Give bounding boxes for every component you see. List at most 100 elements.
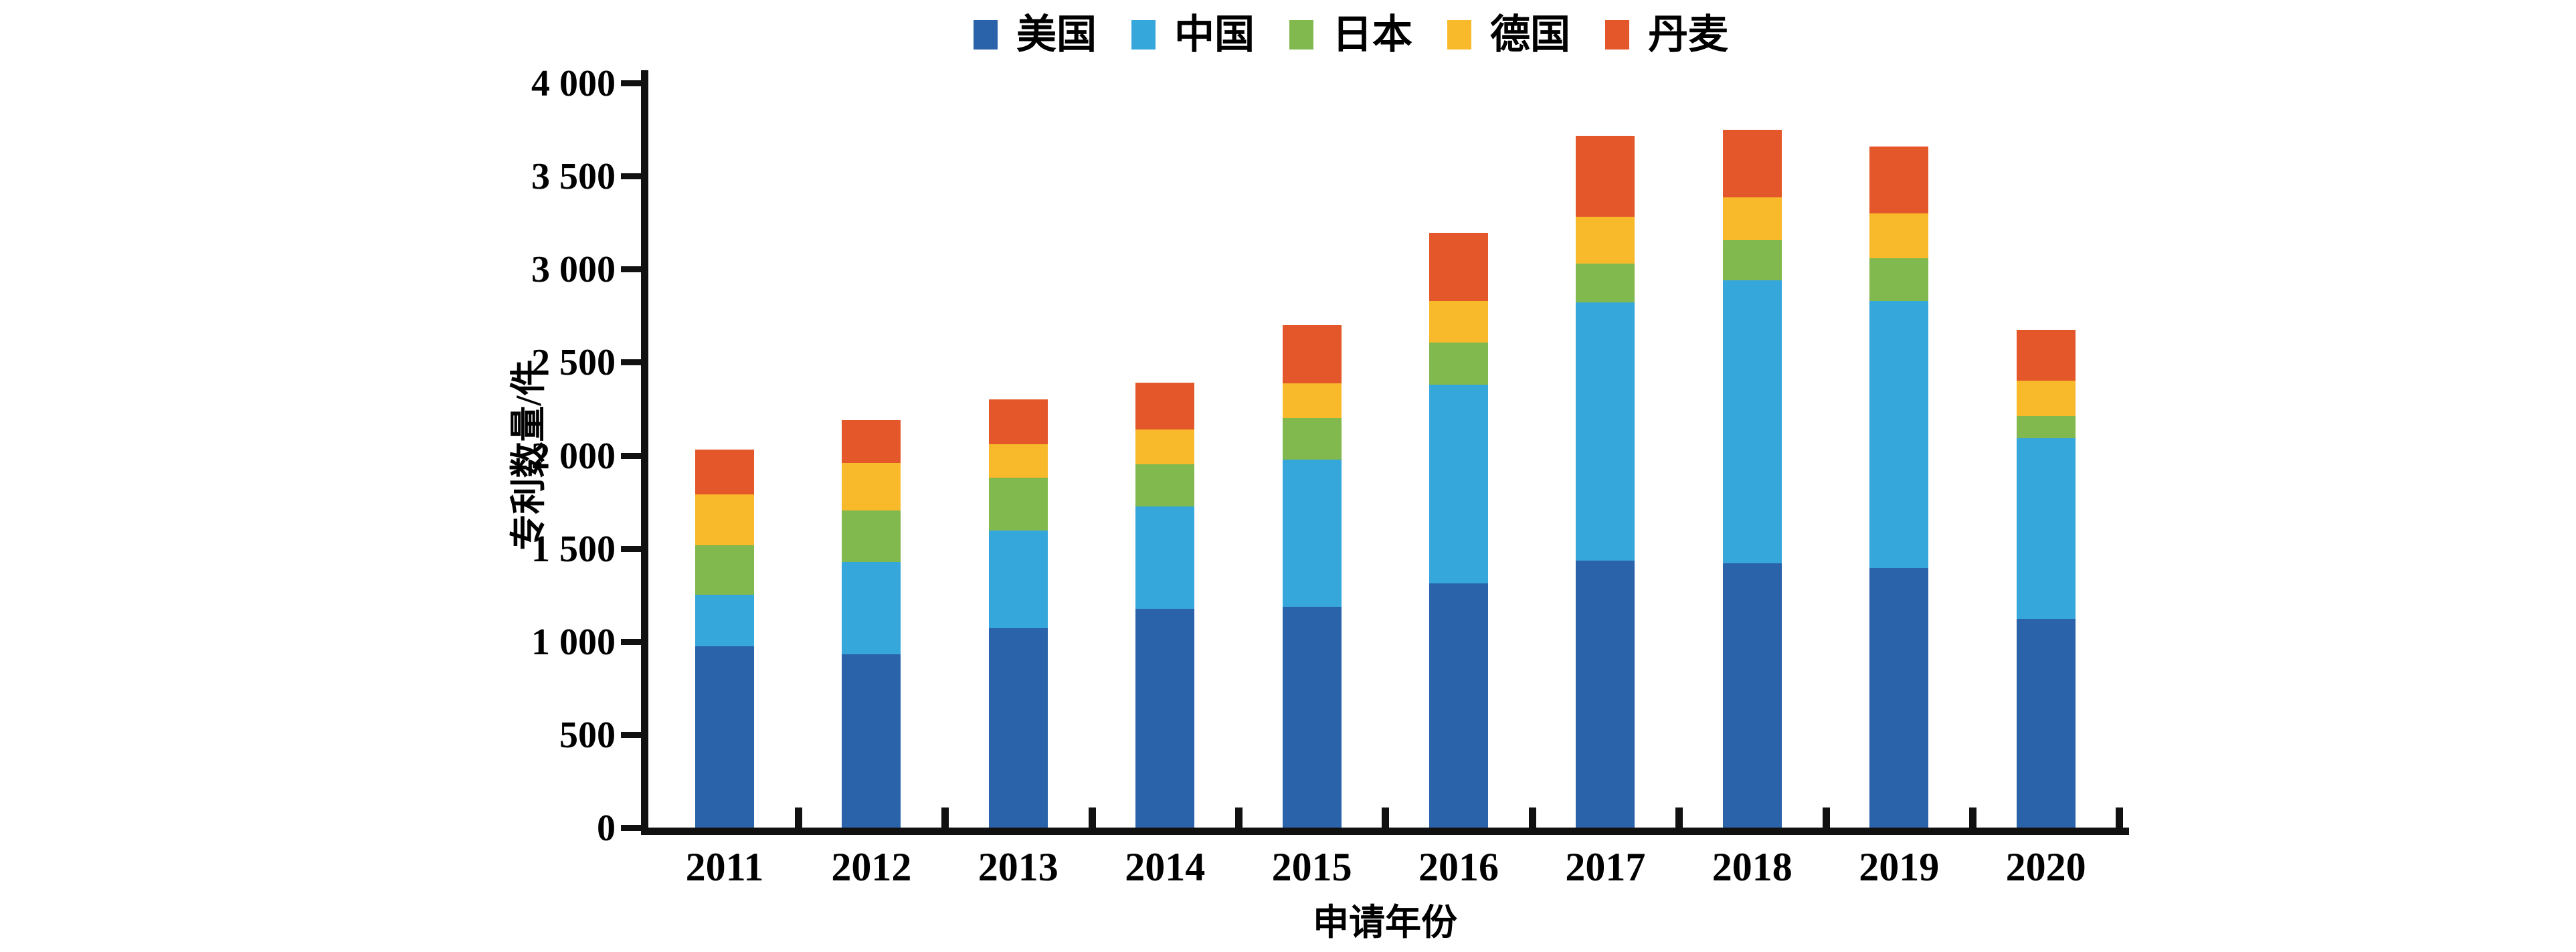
- y-tick-3000: [621, 266, 642, 273]
- bar-segment-dk-2012: [842, 419, 901, 463]
- x-tick-after-2016: [1528, 807, 1536, 829]
- legend-swatch-de: [1447, 20, 1471, 50]
- x-tick-after-2013: [1088, 807, 1096, 829]
- x-tick-label-2018: 2018: [1712, 845, 1792, 889]
- bar-segment-dk-2014: [1135, 382, 1195, 430]
- y-axis-line: [641, 70, 648, 834]
- legend-swatch-jp: [1289, 20, 1313, 50]
- legend-label-cn: 中国: [1174, 13, 1255, 57]
- bar-segment-us-2019: [1869, 567, 1929, 828]
- bar-segment-cn-2015: [1282, 460, 1342, 607]
- y-tick-label-500: 500: [559, 714, 616, 756]
- y-tick-500: [621, 731, 642, 738]
- bar-segment-jp-2011: [695, 545, 754, 595]
- x-tick-label-2014: 2014: [1125, 845, 1206, 889]
- bar-segment-cn-2018: [1722, 280, 1782, 563]
- x-tick-after-2011: [794, 807, 802, 829]
- x-tick-after-2012: [941, 807, 949, 829]
- bar-segment-cn-2016: [1429, 384, 1488, 584]
- bar-segment-de-2014: [1135, 429, 1195, 465]
- x-tick-after-2018: [1822, 807, 1830, 829]
- legend-item-cn: 中国: [1131, 15, 1255, 55]
- bar-2011: [695, 0, 754, 828]
- bar-segment-cn-2012: [842, 562, 901, 655]
- bar-2013: [988, 0, 1048, 828]
- y-tick-label-4000: 4 000: [531, 63, 616, 104]
- bar-segment-de-2016: [1429, 300, 1488, 343]
- bar-2012: [842, 0, 901, 828]
- legend-item-jp: 日本: [1289, 15, 1412, 55]
- y-tick-4000: [621, 80, 642, 86]
- bar-segment-jp-2018: [1722, 240, 1782, 280]
- bar-segment-de-2013: [988, 444, 1048, 478]
- legend-label-dk: 丹麦: [1648, 13, 1728, 57]
- bar-segment-cn-2013: [988, 531, 1048, 629]
- bar-2020: [2016, 0, 2076, 828]
- x-tick-after-2014: [1234, 807, 1243, 829]
- x-tick-label-2012: 2012: [831, 845, 912, 889]
- bar-segment-dk-2019: [1869, 146, 1929, 213]
- bar-segment-us-2013: [988, 628, 1048, 828]
- bar-segment-us-2015: [1282, 607, 1342, 828]
- y-tick-3500: [621, 173, 642, 180]
- x-tick-label-2019: 2019: [1859, 845, 1940, 889]
- bar-segment-jp-2012: [842, 510, 901, 563]
- legend-item-de: 德国: [1447, 15, 1570, 55]
- bar-segment-jp-2017: [1576, 263, 1635, 303]
- bar-segment-dk-2018: [1722, 129, 1782, 198]
- legend-label-us: 美国: [1016, 13, 1097, 57]
- y-tick-label-2500: 2 500: [531, 342, 616, 384]
- y-tick-1500: [621, 545, 642, 552]
- y-tick-label-1000: 1 000: [531, 621, 616, 663]
- legend-swatch-cn: [1131, 20, 1156, 50]
- bar-2014: [1135, 0, 1195, 828]
- bar-segment-cn-2020: [2016, 438, 2076, 620]
- x-tick-after-2019: [1968, 807, 1976, 829]
- legend-label-de: 德国: [1490, 13, 1570, 57]
- legend-swatch-dk: [1605, 20, 1629, 50]
- bar-2015: [1282, 0, 1342, 828]
- bar-segment-de-2015: [1282, 383, 1342, 418]
- bar-segment-jp-2015: [1282, 417, 1342, 460]
- legend-item-us: 美国: [974, 15, 1097, 55]
- x-tick-label-2020: 2020: [2005, 845, 2086, 889]
- bar-segment-dk-2011: [695, 450, 754, 494]
- bar-segment-de-2011: [695, 494, 754, 546]
- y-tick-label-1500: 1 500: [531, 528, 616, 570]
- y-tick-label-0: 0: [597, 807, 616, 849]
- bar-segment-de-2020: [2016, 381, 2076, 417]
- bar-segment-us-2017: [1576, 560, 1635, 828]
- bar-segment-de-2018: [1722, 197, 1782, 241]
- y-tick-label-3000: 3 000: [531, 249, 616, 291]
- bar-segment-cn-2017: [1576, 302, 1635, 561]
- bar-2016: [1429, 0, 1488, 828]
- bar-segment-jp-2014: [1135, 464, 1195, 506]
- legend-label-jp: 日本: [1332, 13, 1412, 57]
- x-tick-label-2017: 2017: [1565, 845, 1646, 889]
- bar-segment-jp-2016: [1429, 343, 1488, 385]
- bar-segment-us-2020: [2016, 619, 2076, 828]
- bar-2019: [1869, 0, 1929, 828]
- bar-segment-dk-2013: [988, 399, 1048, 444]
- y-tick-label-3500: 3 500: [531, 156, 616, 198]
- bar-segment-jp-2019: [1869, 258, 1929, 301]
- x-tick-label-2016: 2016: [1418, 845, 1499, 889]
- x-tick-after-2020: [2116, 807, 2124, 829]
- bar-segment-dk-2015: [1282, 324, 1342, 384]
- bar-segment-cn-2011: [695, 595, 754, 646]
- bar-2017: [1576, 0, 1635, 828]
- bar-segment-us-2011: [695, 646, 754, 828]
- bar-segment-us-2018: [1722, 563, 1782, 828]
- y-tick-2000: [621, 452, 642, 459]
- bar-segment-jp-2013: [988, 477, 1048, 531]
- bar-segment-us-2012: [842, 654, 901, 828]
- bar-segment-de-2017: [1576, 217, 1635, 264]
- legend-item-dk: 丹麦: [1605, 15, 1728, 55]
- x-axis-title: 申请年份: [1313, 902, 1457, 943]
- bar-segment-cn-2019: [1869, 300, 1929, 568]
- y-tick-0: [621, 825, 642, 831]
- x-axis-line: [641, 828, 2129, 835]
- bar-segment-dk-2020: [2016, 329, 2076, 381]
- bar-segment-de-2019: [1869, 213, 1929, 258]
